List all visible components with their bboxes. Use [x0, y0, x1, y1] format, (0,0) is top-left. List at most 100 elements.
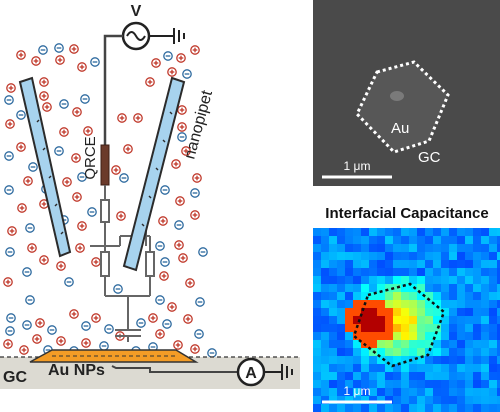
- heatmap-cell: [361, 268, 369, 276]
- heatmap-cell: [385, 244, 393, 252]
- heatmap-cell: [361, 332, 369, 340]
- heatmap-cell: [425, 316, 433, 324]
- heatmap-cell: [369, 340, 377, 348]
- heatmap-cell: [417, 348, 425, 356]
- ground-icon: [281, 364, 293, 380]
- heatmap-cell: [457, 324, 465, 332]
- heatmap-cell: [401, 380, 409, 388]
- heatmap-cell: [473, 324, 481, 332]
- heatmap-cell: [481, 364, 489, 372]
- heatmap-cell: [329, 228, 337, 236]
- heatmap-cell: [465, 276, 473, 284]
- heatmap-cell: [497, 380, 500, 388]
- heatmap-cell: [385, 332, 393, 340]
- heatmap-cell: [481, 276, 489, 284]
- heatmap-cell: [473, 332, 481, 340]
- heatmap-cell: [409, 396, 417, 404]
- heatmap-cell: [465, 236, 473, 244]
- heatmap-cell: [313, 228, 321, 236]
- heatmap-cell: [377, 292, 385, 300]
- heatmap-cell: [329, 348, 337, 356]
- heatmap-cell: [361, 372, 369, 380]
- heatmap-cell: [473, 396, 481, 404]
- heatmap-cell: [473, 348, 481, 356]
- heatmap-cell: [433, 268, 441, 276]
- heatmap-cell: [425, 372, 433, 380]
- heatmap-cell: [337, 388, 345, 396]
- heatmap-cell: [449, 340, 457, 348]
- heatmap-cell: [473, 260, 481, 268]
- heatmap-cell: [489, 364, 497, 372]
- heatmap-cell: [473, 252, 481, 260]
- heatmap-cell: [409, 404, 417, 412]
- heatmap-cell: [433, 276, 441, 284]
- map-scale-bar-label: 1 μm: [344, 384, 371, 398]
- heatmap-cell: [489, 404, 497, 412]
- ammeter-wire: [111, 365, 238, 373]
- heatmap-cell: [345, 284, 353, 292]
- heatmap-cell: [409, 324, 417, 332]
- heatmap-cell: [345, 260, 353, 268]
- heatmap-cell: [497, 276, 500, 284]
- heatmap-cell: [497, 252, 500, 260]
- heatmap-cell: [393, 244, 401, 252]
- heatmap-cell: [441, 324, 449, 332]
- heatmap-cell: [433, 332, 441, 340]
- heatmap-cell: [385, 348, 393, 356]
- heatmap-cell: [345, 300, 353, 308]
- heatmap-cell: [385, 340, 393, 348]
- heatmap-cell: [441, 276, 449, 284]
- heatmap-cell: [337, 308, 345, 316]
- heatmap-cell: [337, 300, 345, 308]
- heatmap-cell: [393, 372, 401, 380]
- heatmap-cell: [433, 372, 441, 380]
- heatmap-cell: [337, 404, 345, 412]
- heatmap-cell: [361, 308, 369, 316]
- heatmap-cell: [393, 268, 401, 276]
- heatmap-cell: [425, 268, 433, 276]
- heatmap-cell: [417, 228, 425, 236]
- heatmap-cell: [465, 388, 473, 396]
- heatmap-cell: [465, 292, 473, 300]
- heatmap-cell: [457, 396, 465, 404]
- heatmap-cell: [425, 252, 433, 260]
- heatmap-cell: [457, 244, 465, 252]
- heatmap-cell: [377, 388, 385, 396]
- heatmap-cell: [385, 380, 393, 388]
- ammeter-label: A: [245, 365, 257, 382]
- heatmap-cell: [433, 340, 441, 348]
- sem-au-label: Au: [391, 120, 409, 137]
- heatmap-cell: [337, 356, 345, 364]
- heatmap-cell: [385, 364, 393, 372]
- heatmap-cell: [353, 292, 361, 300]
- heatmap-cell: [465, 268, 473, 276]
- heatmap-cell: [481, 228, 489, 236]
- heatmap-cell: [401, 388, 409, 396]
- heatmap-cell: [385, 308, 393, 316]
- heatmap-cell: [329, 404, 337, 412]
- heatmap-cell: [329, 356, 337, 364]
- heatmap-cell: [321, 228, 329, 236]
- heatmap-cell: [473, 292, 481, 300]
- heatmap-cell: [377, 252, 385, 260]
- heatmap-cell: [329, 244, 337, 252]
- heatmap-cell: [329, 308, 337, 316]
- heatmap-cell: [385, 356, 393, 364]
- heatmap-cell: [361, 388, 369, 396]
- heatmap-cell: [441, 228, 449, 236]
- heatmap-cell: [489, 388, 497, 396]
- heatmap-cell: [345, 388, 353, 396]
- heatmap-cell: [433, 364, 441, 372]
- heatmap-cell: [361, 236, 369, 244]
- heatmap-cell: [321, 316, 329, 324]
- heatmap-cell: [313, 252, 321, 260]
- heatmap-cell: [409, 292, 417, 300]
- heatmap-cell: [321, 332, 329, 340]
- heatmap-cell: [401, 268, 409, 276]
- heatmap-cell: [497, 340, 500, 348]
- heatmap-cell: [497, 260, 500, 268]
- heatmap-cell: [409, 364, 417, 372]
- heatmap-cell: [457, 404, 465, 412]
- heatmap-cell: [473, 284, 481, 292]
- heatmap-cell: [489, 372, 497, 380]
